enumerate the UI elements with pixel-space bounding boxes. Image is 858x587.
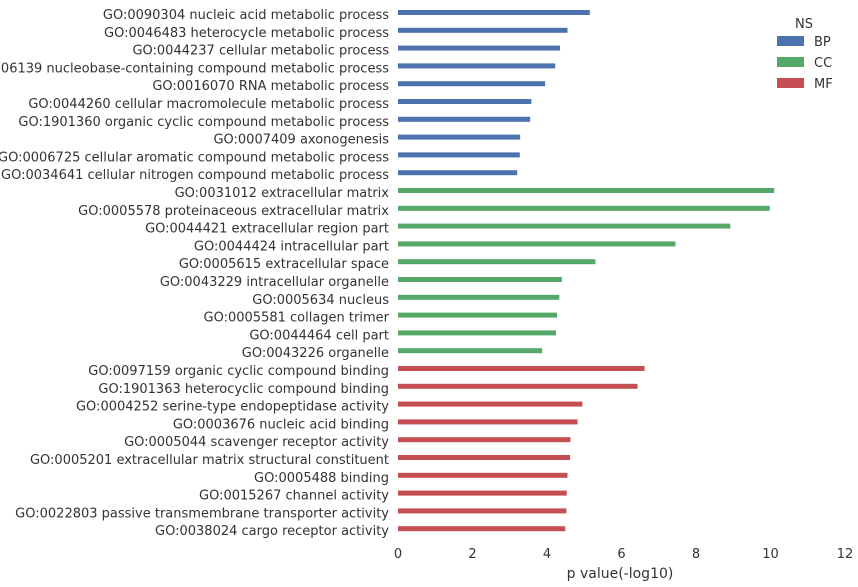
category-label: GO:0031012 extracellular matrix	[175, 186, 390, 201]
bar	[398, 116, 531, 122]
bar	[398, 508, 567, 514]
category-label: GO:0003676 nucleic acid binding	[173, 417, 389, 432]
legend-swatch	[777, 78, 804, 88]
category-label: GO:0006725 cellular aromatic compound me…	[0, 150, 389, 165]
category-label: GO:0043229 intracellular organelle	[160, 275, 389, 290]
bar	[398, 472, 568, 478]
x-tick-label: 0	[394, 547, 402, 562]
x-tick-label: 12	[837, 547, 854, 562]
legend-title: NS	[795, 17, 813, 32]
category-label: GO:0034641 cellular nitrogen compound me…	[1, 168, 389, 183]
category-label: GO:0044424 intracellular part	[194, 239, 389, 254]
category-label: GO:0022803 passive transmembrane transpo…	[15, 506, 389, 521]
bar	[398, 241, 676, 247]
bar	[398, 259, 596, 265]
category-labels: GO:0090304 nucleic acid metabolic proces…	[0, 8, 390, 539]
bar	[398, 312, 558, 318]
category-label: GO:0016070 RNA metabolic process	[152, 79, 389, 94]
category-label: GO:0044260 cellular macromolecule metabo…	[28, 97, 389, 112]
category-label: GO:0044237 cellular metabolic process	[132, 44, 389, 59]
bar	[398, 10, 590, 15]
category-label: GO:0044421 extracellular region part	[145, 222, 389, 237]
category-label: GO:0005615 extracellular space	[179, 257, 389, 272]
x-tick-label: 10	[762, 547, 779, 562]
category-label: GO:1901360 organic cyclic compound metab…	[18, 115, 389, 130]
legend-entry-label: CC	[814, 56, 832, 71]
category-label: GO:0005488 binding	[254, 471, 389, 486]
category-label: GO:0015267 channel activity	[199, 489, 389, 504]
bar	[398, 366, 645, 371]
x-tick-label: 8	[692, 547, 700, 562]
bar	[398, 188, 775, 193]
bar	[398, 277, 562, 282]
x-axis: 0 2 4 6 8 10 12	[394, 547, 853, 562]
bar	[398, 63, 556, 69]
bar	[398, 401, 583, 407]
legend-entry-label: BP	[814, 35, 831, 50]
bar	[398, 526, 566, 532]
bar	[398, 99, 532, 104]
bar	[398, 383, 638, 389]
category-label: GO:0005044 scavenger receptor activity	[124, 435, 389, 450]
x-tick-label: 6	[617, 547, 625, 562]
category-label: GO:0005578 proteinaceous extracellular m…	[78, 204, 389, 219]
x-axis-label: p value(-log10)	[567, 566, 674, 582]
bar	[398, 330, 556, 336]
bar	[398, 455, 571, 460]
bar	[398, 294, 560, 300]
category-label: GO:1901363 heterocyclic compound binding	[98, 382, 389, 397]
bar	[398, 490, 567, 496]
bar	[398, 223, 731, 229]
legend-swatch	[777, 36, 804, 46]
category-label: GO:0005634 nucleus	[252, 293, 389, 308]
bar	[398, 205, 770, 211]
category-label: GO:0090304 nucleic acid metabolic proces…	[103, 8, 389, 23]
bar	[398, 437, 571, 443]
x-tick-label: 4	[543, 547, 551, 562]
bar	[398, 81, 546, 87]
legend-entry-label: MF	[814, 77, 833, 92]
bar	[398, 170, 518, 176]
legend: NS BP CC MF	[777, 17, 833, 92]
x-tick-label: 2	[468, 547, 476, 562]
bar	[398, 45, 561, 51]
bar	[398, 348, 543, 354]
bar	[398, 419, 578, 425]
category-label: GO:0038024 cargo receptor activity	[155, 524, 389, 539]
category-label: GO:0046483 heterocycle metabolic process	[104, 26, 389, 41]
category-label: GO:0005581 collagen trimer	[204, 311, 390, 326]
category-label: GO:0007409 axonogenesis	[213, 133, 389, 148]
bar	[398, 152, 520, 158]
bars	[398, 10, 775, 532]
category-label: GO:0005201 extracellular matrix structur…	[30, 453, 389, 468]
category-label: GO:0006139 nucleobase-containing compoun…	[0, 61, 389, 76]
category-label: GO:0097159 organic cyclic compound bindi…	[88, 364, 389, 379]
category-label: GO:0044464 cell part	[249, 328, 389, 343]
bar	[398, 27, 568, 33]
bar	[398, 134, 521, 140]
legend-swatch	[777, 57, 804, 67]
category-label: GO:0043226 organelle	[242, 346, 389, 361]
category-label: GO:0004252 serine-type endopeptidase act…	[76, 400, 389, 415]
